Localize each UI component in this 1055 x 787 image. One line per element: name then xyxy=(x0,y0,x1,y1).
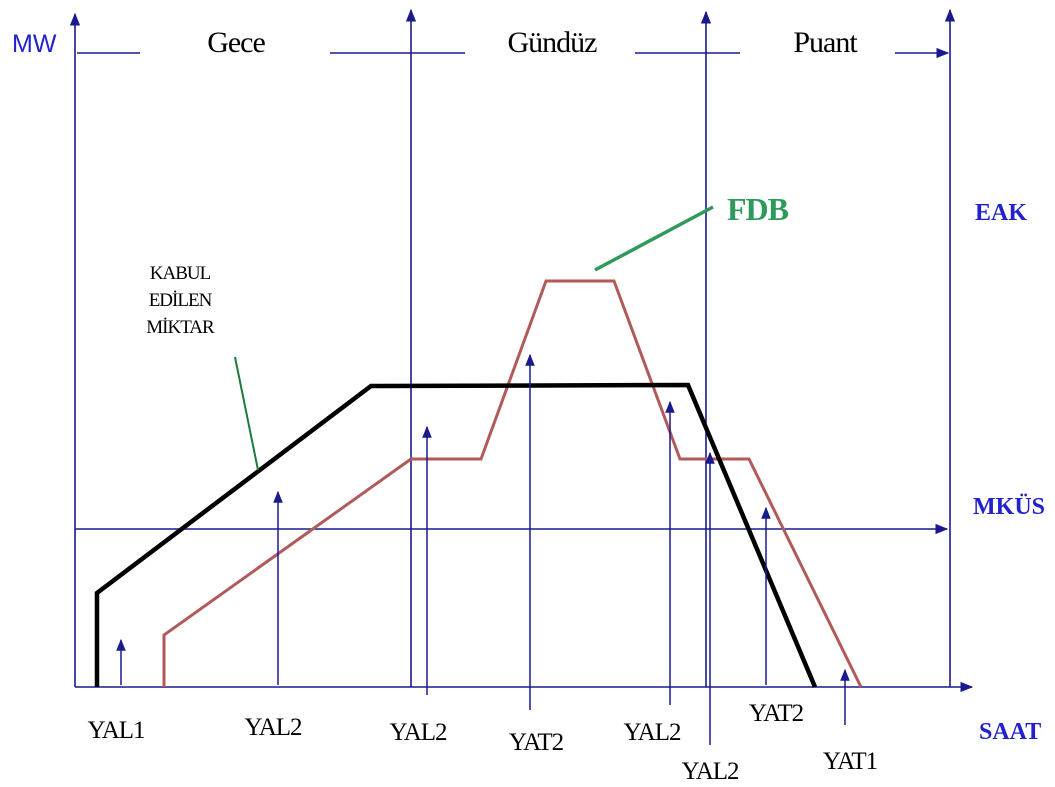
eak-label: EAK xyxy=(975,200,1027,226)
instruction-label: YAL1 xyxy=(87,717,144,744)
fdb-pointer-line xyxy=(594,205,714,272)
accepted-quantity-label-line: KABUL xyxy=(150,263,211,284)
instruction-label: YAT2 xyxy=(749,700,804,727)
period-puant: Puant xyxy=(793,26,858,59)
x-axis-label: SAAT xyxy=(979,719,1041,745)
instruction-label: YAL2 xyxy=(681,758,739,785)
instruction-label: YAL2 xyxy=(244,714,302,741)
instruction-arrows xyxy=(116,353,850,745)
period-gece: Gece xyxy=(207,26,265,59)
instruction-label: YAT2 xyxy=(509,729,564,756)
y-axis-label: MW xyxy=(12,30,57,58)
instruction-label: YAL2 xyxy=(623,719,681,746)
accepted-quantity-label-line: MİKTAR xyxy=(146,317,215,338)
accepted-pointer-line xyxy=(234,356,259,471)
instruction-label: YAL2 xyxy=(389,719,447,746)
instruction-label: YAT1 xyxy=(823,748,877,775)
mkus-label: MKÜS xyxy=(973,494,1045,520)
accepted-quantity-curve xyxy=(94,382,818,688)
fdb-label: FDB xyxy=(727,191,789,227)
period-gunduz: Gündüz xyxy=(508,26,598,59)
fdb-curve xyxy=(162,279,863,688)
accepted-quantity-label-line: EDİLEN xyxy=(149,290,213,311)
